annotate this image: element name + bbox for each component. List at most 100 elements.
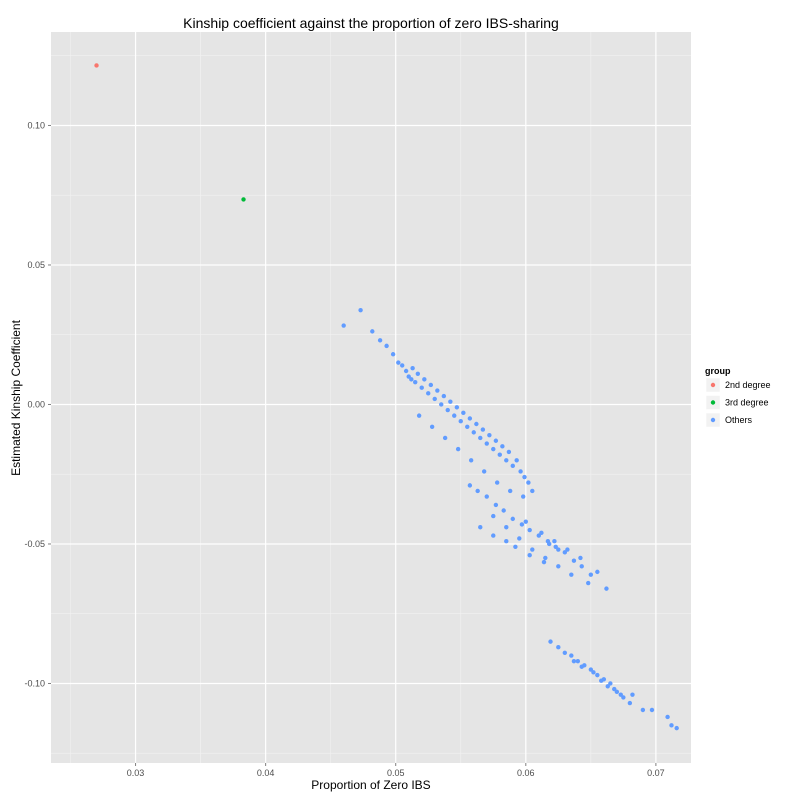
legend-label: 3rd degree (725, 398, 769, 408)
point-others (618, 692, 623, 697)
grid-minor (51, 32, 691, 763)
point-others (465, 424, 470, 429)
legend-marker (710, 382, 716, 388)
point-others (403, 368, 409, 374)
point-others (481, 469, 487, 474)
point-others (504, 538, 509, 544)
point-others (579, 664, 584, 669)
point-others (500, 444, 505, 449)
point-others (562, 550, 568, 555)
legend-marker (710, 417, 716, 423)
point-others (413, 379, 418, 385)
point-others (501, 508, 506, 513)
y-axis-title: Estimated Kinship Coefficient (9, 319, 23, 476)
point-others (468, 458, 474, 463)
point-others (536, 533, 542, 538)
point-others (569, 653, 574, 658)
point-others (556, 564, 561, 569)
point-others (416, 413, 422, 418)
point-others (669, 723, 674, 728)
x-tick-label: 0.03 (127, 768, 145, 778)
point-others (442, 435, 448, 441)
point-others (588, 667, 594, 672)
point-others (458, 419, 463, 424)
point-others (429, 424, 435, 429)
point-others (491, 446, 496, 452)
point-others (419, 385, 424, 390)
point-others (493, 502, 499, 508)
x-tick-label: 0.06 (517, 768, 535, 778)
point-others (591, 670, 596, 675)
point-others (527, 527, 532, 533)
point-others (614, 689, 620, 695)
point-others (519, 522, 525, 527)
plot-panel (51, 32, 691, 763)
point-others (649, 707, 655, 713)
point-others (396, 360, 401, 365)
point-others (674, 725, 679, 731)
point-others (480, 427, 486, 432)
point-3rd-degree (241, 197, 246, 202)
point-others (552, 538, 557, 544)
point-others (595, 672, 600, 678)
point-others (630, 692, 635, 697)
point-others (621, 695, 626, 700)
legend: group 2nd degree 3rd degree Others (705, 366, 771, 428)
y-tick-label: -0.10 (24, 678, 45, 688)
legend-marker (710, 400, 716, 405)
point-others (556, 547, 561, 552)
point-others (599, 678, 604, 683)
point-others (491, 513, 496, 519)
point-others (448, 399, 453, 404)
point-others (506, 449, 512, 455)
point-others (556, 645, 561, 650)
point-others (518, 469, 523, 474)
point-others (491, 533, 496, 538)
point-others (445, 407, 450, 413)
point-others (530, 547, 535, 552)
point-others (565, 547, 570, 552)
point-others (513, 544, 518, 549)
point-others (415, 371, 421, 376)
point-others (441, 393, 447, 399)
grid-major (51, 32, 691, 763)
point-others (640, 707, 646, 713)
point-others (455, 446, 461, 452)
point-others (588, 572, 594, 577)
point-others (452, 413, 457, 418)
point-others (526, 480, 531, 485)
point-others (562, 650, 568, 655)
point-others (504, 525, 509, 530)
point-others (487, 432, 492, 438)
point-others (384, 343, 389, 349)
point-others (432, 396, 437, 402)
legend-label: Others (725, 415, 753, 425)
point-others (471, 430, 476, 435)
y-tick-label: 0.10 (27, 120, 45, 130)
point-others (422, 377, 427, 382)
point-others (461, 410, 466, 416)
point-others (409, 377, 414, 382)
x-axis-title: Proportion of Zero IBS (311, 778, 430, 792)
x-tick-label: 0.05 (387, 768, 405, 778)
point-others (575, 658, 581, 664)
point-others (435, 388, 440, 393)
point-others (523, 519, 528, 524)
point-others (439, 402, 444, 407)
point-others (370, 329, 375, 334)
x-tick-label: 0.07 (647, 768, 665, 778)
point-others (358, 307, 363, 313)
point-others (579, 564, 584, 569)
point-others (543, 555, 548, 561)
y-tick-label: 0.05 (27, 260, 45, 270)
point-others (520, 494, 526, 499)
point-others (569, 572, 574, 577)
point-others (571, 658, 577, 664)
point-others (478, 525, 483, 530)
legend-title: group (705, 366, 731, 376)
point-others (665, 714, 670, 720)
point-others (539, 530, 544, 536)
point-others (467, 416, 473, 421)
point-others (484, 494, 489, 499)
